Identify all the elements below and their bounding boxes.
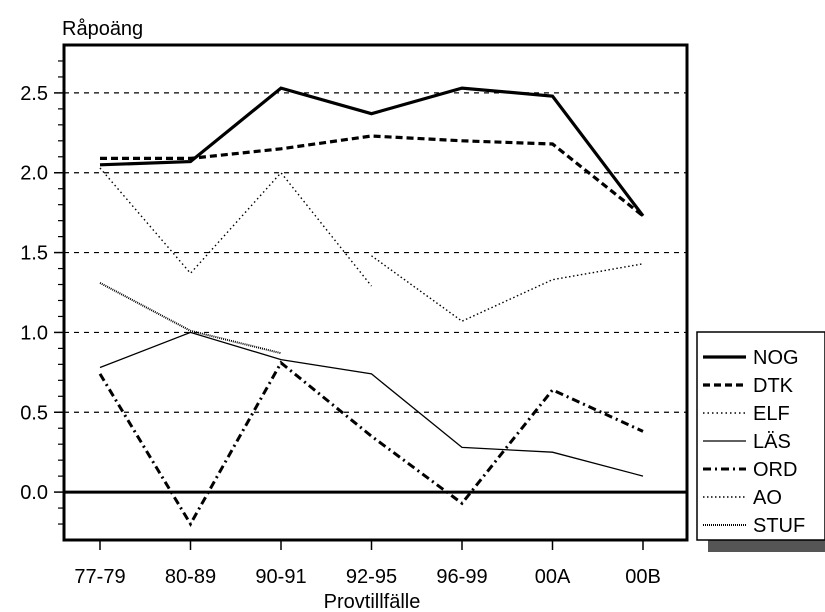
series-line-nog	[99, 86, 645, 217]
x-tick-label: 80-89	[165, 566, 216, 588]
series-line-ord	[98, 360, 644, 527]
x-tick-label: 96-99	[436, 566, 487, 588]
grid	[64, 92, 687, 494]
series-line-dtk	[100, 134, 644, 218]
legend-label-elf: ELF	[753, 403, 790, 425]
legend-label-ord: ORD	[753, 459, 797, 481]
x-tick-label: 77-79	[74, 566, 125, 588]
x-tick-label: 00A	[535, 566, 571, 588]
y-tick-label: 0.5	[20, 402, 48, 424]
series-line-las	[99, 331, 644, 477]
axis-ticks: 0.0 0.5 1.0 1.5 2.0 2.5 77-79 80-89 90-91 92-95 96…	[20, 60, 661, 588]
legend: NOG DTK ELF LÄS ORD AO STUF	[696, 331, 825, 552]
legend-label-ao: AO	[753, 487, 782, 509]
legend-label-dtk: DTK	[753, 375, 794, 397]
legend-box	[696, 331, 825, 541]
y-tick-label: 2.0	[20, 163, 48, 185]
series-lines	[98, 86, 645, 527]
x-tick-label: 92-95	[346, 566, 397, 588]
legend-label-stuf: STUF	[753, 515, 805, 537]
x-tick-label: 90-91	[255, 566, 306, 588]
legend-label-las: LÄS	[753, 431, 791, 453]
series-line-ao	[371, 255, 644, 323]
x-tick-label: 00B	[625, 566, 661, 588]
plot-frame	[62, 43, 689, 542]
y-tick-label: 1.0	[20, 322, 48, 344]
series-line-elf	[99, 167, 373, 287]
y-tick-label: 1.5	[20, 243, 48, 265]
y-tick-label: 2.5	[20, 83, 48, 105]
y-tick-label: 0.0	[20, 482, 48, 504]
series-line-stuf	[99, 282, 282, 355]
y-axis-title: Råpoäng	[62, 18, 143, 40]
legend-label-nog: NOG	[753, 347, 799, 369]
x-axis-title: Provtillfälle	[324, 591, 421, 612]
